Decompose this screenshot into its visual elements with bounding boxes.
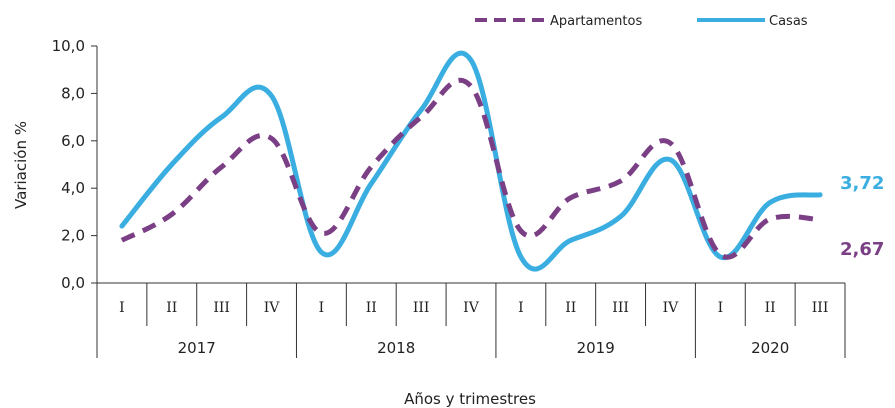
y-tick-label: 2,0 [61, 227, 85, 245]
legend: Apartamentos Casas [475, 14, 808, 29]
y-tick-label: 10,0 [52, 37, 85, 55]
quarter-label: IV [463, 300, 480, 316]
end-labels: 2,67 3,72 [840, 173, 884, 260]
y-tick-label: 0,0 [61, 274, 85, 292]
quarter-label: III [213, 300, 230, 316]
y-tick-label: 6,0 [61, 132, 85, 150]
y-tick-label: 8,0 [61, 84, 85, 102]
quarter-label: II [166, 300, 177, 316]
quarter-label: I [119, 300, 125, 316]
end-label-apartamentos: 2,67 [840, 239, 884, 260]
quarter-label: I [718, 300, 724, 316]
quarter-label: II [565, 300, 576, 316]
y-axis-title: Variación % [12, 121, 30, 209]
year-label: 2017 [178, 339, 216, 357]
year-label: 2019 [577, 339, 615, 357]
quarter-label: III [413, 300, 430, 316]
end-label-casas: 3,72 [840, 173, 884, 194]
quarter-label: I [319, 300, 325, 316]
quarter-label: IV [663, 300, 680, 316]
y-axis: 0,0 2,0 4,0 6,0 8,0 10,0 [52, 37, 98, 292]
quarter-label: II [366, 300, 377, 316]
quarter-label: I [518, 300, 524, 316]
year-label: 2018 [377, 339, 415, 357]
quarter-label: II [765, 300, 776, 316]
quarter-label: III [812, 300, 829, 316]
series-line-apartamentos [120, 77, 821, 260]
y-tick-label: 4,0 [61, 179, 85, 197]
legend-label-casas: Casas [769, 14, 808, 29]
series-layer [119, 50, 823, 272]
x-axis-title: Años y trimestres [404, 390, 536, 408]
legend-label-apartamentos: Apartamentos [550, 14, 642, 29]
quarter-label: IV [264, 300, 281, 316]
year-label: 2020 [751, 339, 789, 357]
quarter-label: III [612, 300, 629, 316]
